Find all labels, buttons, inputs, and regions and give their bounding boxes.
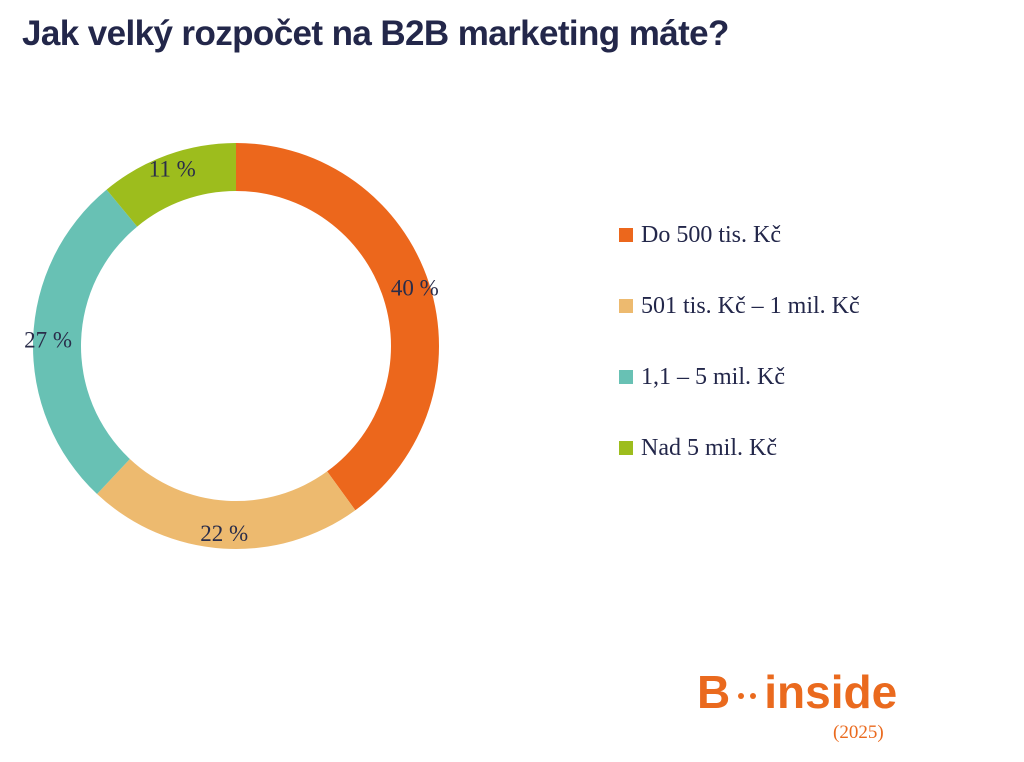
legend-item: 501 tis. Kč – 1 mil. Kč [619, 287, 860, 325]
donut-slice [32, 189, 138, 494]
brand-logo: B inside (2025) [697, 664, 937, 754]
brand-dots-icon [736, 664, 760, 720]
donut-slices [32, 143, 439, 549]
page-title: Jak velký rozpočet na B2B marketing máte… [22, 14, 729, 53]
donut-slice [106, 143, 236, 227]
donut-slice [97, 458, 356, 549]
data-label: 11 % [149, 157, 196, 182]
brand-word: inside [764, 666, 898, 718]
legend-swatch-icon [619, 441, 633, 455]
legend-item: Nad 5 mil. Kč [619, 429, 860, 467]
legend-label: Do 500 tis. Kč [641, 221, 781, 248]
legend-swatch-icon [619, 299, 633, 313]
brand-letter: B [697, 666, 731, 718]
donut-data-labels: 40 % 22 % 27 % 11 % [24, 157, 439, 547]
data-label: 22 % [200, 521, 248, 546]
brand-year: (2025) [833, 722, 884, 743]
legend-label: 501 tis. Kč – 1 mil. Kč [641, 292, 860, 319]
donut-slice [236, 143, 439, 511]
legend-label: Nad 5 mil. Kč [641, 434, 777, 461]
data-label: 40 % [391, 275, 439, 300]
legend-item: 1,1 – 5 mil. Kč [619, 358, 860, 396]
chart-legend: Do 500 tis. Kč 501 tis. Kč – 1 mil. Kč 1,1… [619, 216, 860, 500]
brand-wordmark: B inside [697, 664, 897, 720]
legend-swatch-icon [619, 228, 633, 242]
legend-swatch-icon [619, 370, 633, 384]
legend-label: 1,1 – 5 mil. Kč [641, 363, 785, 390]
legend-item: Do 500 tis. Kč [619, 216, 860, 254]
data-label: 27 % [24, 328, 72, 353]
